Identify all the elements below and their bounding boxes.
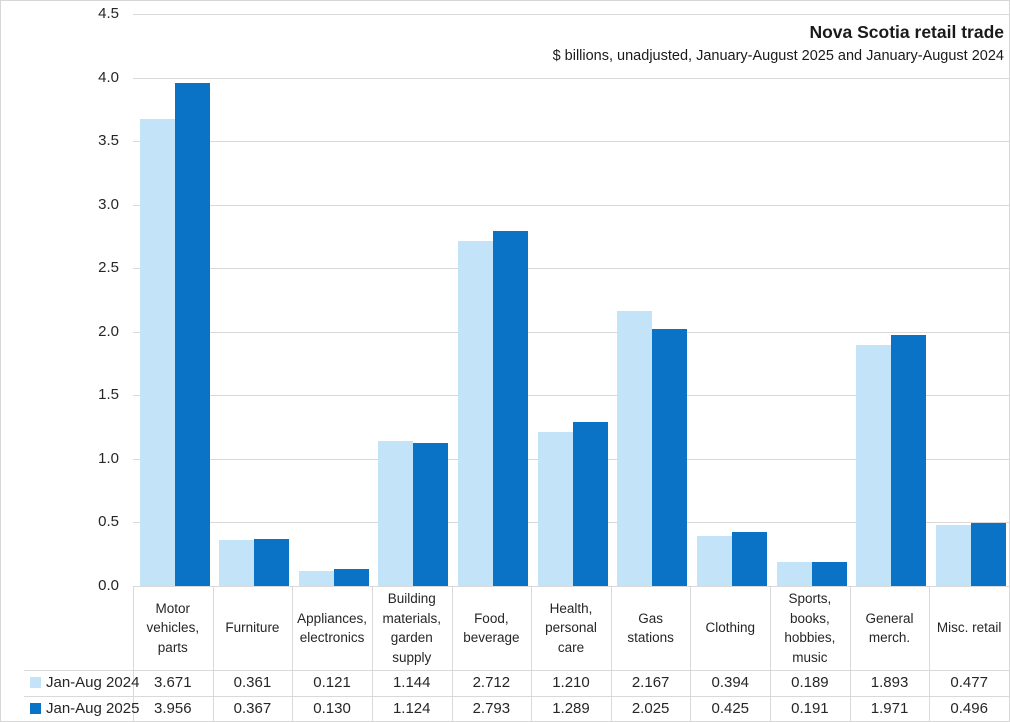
- table-value-jan-aug-2024: 0.121: [313, 674, 351, 691]
- y-axis-tick-label: 1.0: [98, 449, 119, 467]
- bar-jan-aug-2024-3: [298, 570, 334, 586]
- y-axis-tick-label: 3.0: [98, 195, 119, 213]
- table-column-separator: [371, 586, 373, 721]
- category-label: Misc. retail: [936, 620, 1002, 636]
- bar-jan-aug-2024-2: [219, 540, 255, 586]
- bar-jan-aug-2025-3: [333, 569, 369, 586]
- bar-jan-aug-2025-11: [970, 522, 1006, 586]
- gridline: [133, 141, 1009, 143]
- bar-jan-aug-2025-4: [413, 443, 449, 586]
- table-value-jan-aug-2024: 0.394: [711, 674, 750, 691]
- title-block: Nova Scotia retail trade $ billions, una…: [553, 22, 1004, 65]
- bar-jan-aug-2024-5: [458, 241, 494, 586]
- category-label: General merch.: [865, 610, 914, 646]
- category-label: Building materials, garden supply: [382, 591, 441, 665]
- table-value-jan-aug-2025: 3.956: [154, 700, 192, 717]
- legend-label: Jan-Aug 2025: [46, 700, 140, 717]
- table-column-separator: [690, 586, 692, 721]
- bar-jan-aug-2024-8: [696, 535, 732, 586]
- gridline: [133, 14, 1009, 15]
- category-label: Gas stations: [627, 610, 674, 646]
- table-value-jan-aug-2025: 0.367: [233, 700, 272, 717]
- table-row-separator: [24, 695, 1009, 697]
- table-value-jan-aug-2025: 0.496: [950, 700, 988, 717]
- gridline: [133, 268, 1009, 270]
- table-value-jan-aug-2025: 1.124: [392, 700, 431, 717]
- table-value-jan-aug-2024: 1.893: [870, 674, 909, 691]
- table-column-separator: [292, 586, 294, 721]
- table-value-jan-aug-2024: 3.671: [154, 674, 192, 691]
- legend-swatch-icon: [30, 703, 41, 714]
- y-axis-tick-label: 4.0: [98, 68, 119, 86]
- chart-title: Nova Scotia retail trade: [809, 22, 1004, 42]
- table-value-jan-aug-2024: 1.144: [392, 674, 431, 691]
- y-axis-tick-label: 2.0: [98, 322, 119, 340]
- bar-jan-aug-2025-2: [254, 539, 290, 586]
- table-column-separator: [610, 586, 612, 721]
- y-axis-tick-label: 0.0: [98, 577, 119, 594]
- bar-jan-aug-2024-6: [537, 432, 573, 586]
- gridline: [133, 331, 1009, 333]
- table-value-jan-aug-2025: 2.025: [631, 700, 670, 717]
- y-axis-tick-label: 4.5: [98, 5, 119, 22]
- bar-jan-aug-2024-9: [776, 561, 812, 586]
- legend-swatch-icon: [30, 677, 41, 688]
- gridline: [133, 77, 1009, 79]
- table-value-jan-aug-2024: 0.189: [791, 674, 829, 691]
- bar-jan-aug-2024-11: [935, 525, 971, 586]
- bar-jan-aug-2025-5: [493, 230, 529, 586]
- gridline: [133, 395, 1009, 397]
- bar-jan-aug-2025-7: [652, 328, 688, 586]
- table-value-jan-aug-2024: 2.167: [631, 674, 670, 691]
- plot-area: [133, 14, 1009, 586]
- legend-label: Jan-Aug 2024: [46, 674, 140, 691]
- table-value-jan-aug-2024: 0.361: [233, 674, 272, 691]
- table-column-separator: [451, 586, 453, 721]
- table-value-jan-aug-2025: 0.425: [711, 700, 750, 717]
- table-column-separator: [849, 586, 851, 721]
- x-axis-line: [133, 586, 1009, 587]
- table-value-jan-aug-2025: 1.289: [552, 700, 590, 717]
- table-column-separator: [531, 586, 533, 721]
- gridline: [133, 204, 1009, 206]
- table-column-separator: [133, 586, 134, 721]
- bar-jan-aug-2025-8: [731, 531, 767, 586]
- category-label: Furniture: [225, 620, 280, 636]
- table-row-separator: [24, 669, 1009, 671]
- y-axis-tick-label: 1.5: [98, 386, 119, 404]
- table-value-jan-aug-2025: 1.971: [870, 700, 909, 717]
- bar-jan-aug-2025-6: [572, 422, 608, 586]
- table-value-jan-aug-2024: 2.712: [472, 674, 511, 691]
- y-axis-tick-label: 0.5: [98, 513, 119, 531]
- bar-jan-aug-2025-1: [174, 83, 210, 586]
- bar-jan-aug-2024-1: [139, 119, 175, 586]
- table-value-jan-aug-2025: 2.793: [472, 700, 511, 717]
- table-column-separator: [929, 586, 931, 721]
- table-value-jan-aug-2024: 0.477: [950, 674, 988, 691]
- category-label: Sports, books, hobbies, music: [784, 591, 836, 665]
- category-label: Clothing: [705, 620, 756, 636]
- table-value-jan-aug-2025: 0.130: [313, 700, 351, 717]
- y-axis-tick-label: 2.5: [98, 259, 119, 277]
- category-label: Health, personal care: [545, 600, 597, 655]
- category-label: Motor vehicles, parts: [146, 600, 200, 655]
- y-axis-tick-label: 3.5: [98, 132, 119, 150]
- legend-item-jan-aug-2024: Jan-Aug 2024: [1, 670, 139, 696]
- category-label: Appliances, electronics: [297, 610, 367, 646]
- table-column-separator: [212, 586, 214, 721]
- bar-jan-aug-2024-4: [378, 440, 414, 586]
- table-value-jan-aug-2024: 1.210: [552, 674, 590, 691]
- table-row-separator: [24, 720, 1009, 721]
- category-label: Food, beverage: [463, 610, 520, 646]
- bar-jan-aug-2024-10: [856, 345, 892, 586]
- bar-jan-aug-2025-10: [891, 335, 927, 586]
- table-column-separator: [770, 586, 772, 721]
- legend-item-jan-aug-2025: Jan-Aug 2025: [1, 696, 139, 722]
- chart-subtitle: $ billions, unadjusted, January-August 2…: [552, 47, 1004, 64]
- bar-jan-aug-2024-7: [617, 310, 653, 586]
- table-value-jan-aug-2025: 0.191: [791, 700, 829, 717]
- bar-jan-aug-2025-9: [811, 561, 847, 586]
